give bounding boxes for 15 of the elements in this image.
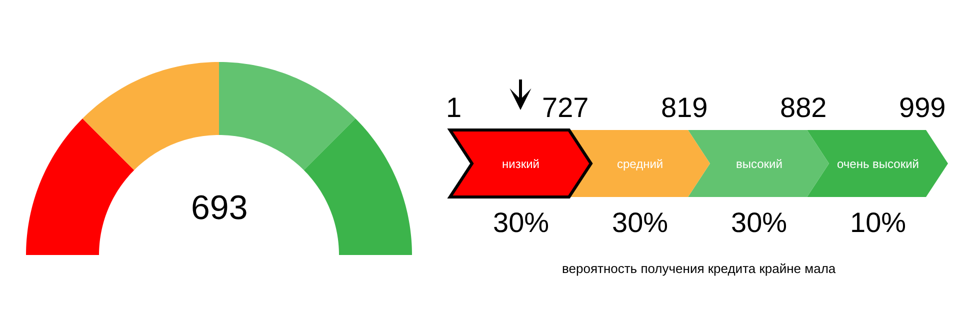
- category-label: высокий: [736, 157, 782, 171]
- category-label: очень высокий: [837, 157, 920, 171]
- text: 727: [542, 92, 589, 123]
- text: 819: [661, 92, 708, 123]
- text: 1: [446, 92, 462, 123]
- text: вероятность получения кредита крайне мала: [562, 261, 836, 276]
- data-label: 30%: [731, 207, 788, 238]
- category-label: низкий: [502, 157, 540, 171]
- data-label: 30%: [612, 207, 668, 238]
- data-label: 10%: [850, 207, 906, 238]
- text: 882: [780, 92, 827, 123]
- text: 693: [191, 189, 248, 227]
- text: 999: [899, 92, 946, 123]
- data-label: 30%: [493, 207, 550, 238]
- category-label: средний: [617, 157, 664, 171]
